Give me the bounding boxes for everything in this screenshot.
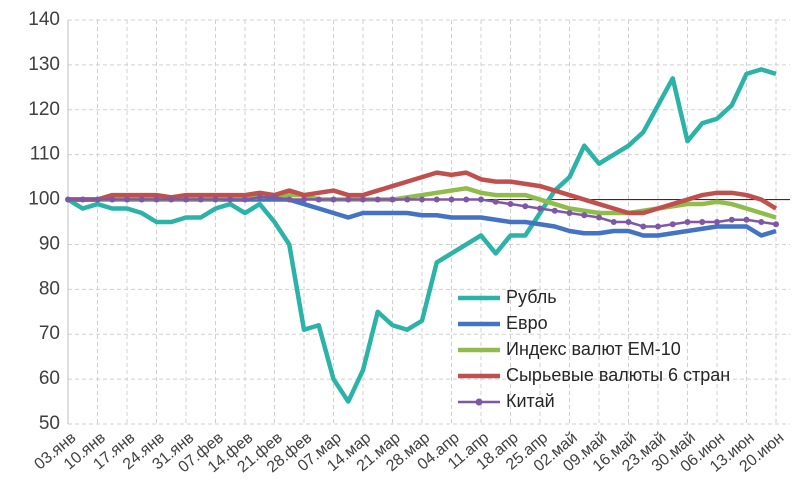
- point: [478, 196, 484, 203]
- point: [743, 216, 750, 223]
- point: [640, 223, 647, 230]
- legend-label: Индекс валют EM-10: [506, 339, 681, 359]
- point: [566, 210, 573, 217]
- legend-label: Евро: [506, 313, 548, 333]
- point: [138, 196, 145, 203]
- point: [271, 194, 278, 201]
- point: [94, 196, 101, 203]
- y-tick-label: 90: [39, 233, 60, 254]
- y-tick-label: 130: [28, 54, 60, 75]
- point: [79, 196, 86, 203]
- point: [448, 196, 455, 203]
- point: [227, 196, 234, 203]
- point: [197, 196, 204, 203]
- y-tick-label: 50: [39, 413, 60, 434]
- point: [537, 205, 543, 212]
- y-tick-label: 140: [28, 9, 60, 30]
- point: [256, 194, 263, 201]
- point: [315, 196, 322, 203]
- point: [109, 196, 116, 203]
- point: [669, 221, 676, 228]
- point: [492, 198, 499, 205]
- point: [699, 219, 706, 225]
- y-tick-label: 120: [28, 99, 60, 120]
- series-line: [66, 67, 777, 404]
- point: [596, 214, 602, 221]
- point: [773, 221, 779, 228]
- point: [374, 196, 381, 203]
- point: [330, 196, 337, 203]
- legend-label: Рубль: [506, 287, 557, 307]
- series-line: [68, 170, 778, 216]
- legend-label: Сырьевые валюты 6 стран: [506, 365, 730, 385]
- point: [463, 196, 470, 203]
- point: [522, 203, 529, 210]
- y-tick-label: 100: [28, 189, 60, 210]
- point: [728, 216, 735, 223]
- point: [212, 196, 219, 203]
- point: [124, 196, 130, 203]
- point: [433, 196, 440, 203]
- point: [301, 196, 307, 203]
- point: [684, 219, 691, 225]
- point: [286, 196, 293, 203]
- point: [419, 196, 425, 203]
- point: [655, 223, 661, 230]
- point: [758, 219, 765, 225]
- point: [345, 196, 352, 203]
- point: [507, 201, 514, 208]
- y-tick-label: 60: [39, 368, 60, 389]
- point: [389, 196, 396, 203]
- point: [581, 212, 588, 219]
- point: [404, 196, 411, 203]
- point: [610, 219, 617, 225]
- point: [551, 207, 558, 214]
- legend-marker: [475, 398, 483, 406]
- point: [242, 196, 248, 203]
- point: [714, 219, 720, 225]
- point: [183, 196, 189, 203]
- point: [625, 219, 632, 225]
- y-tick-label: 70: [39, 323, 60, 344]
- point: [168, 196, 175, 203]
- point: [153, 196, 160, 203]
- y-tick-label: 80: [39, 278, 60, 299]
- point: [65, 196, 71, 203]
- point: [360, 196, 366, 203]
- y-tick-label: 110: [30, 144, 60, 165]
- legend-label: Китай: [506, 391, 555, 411]
